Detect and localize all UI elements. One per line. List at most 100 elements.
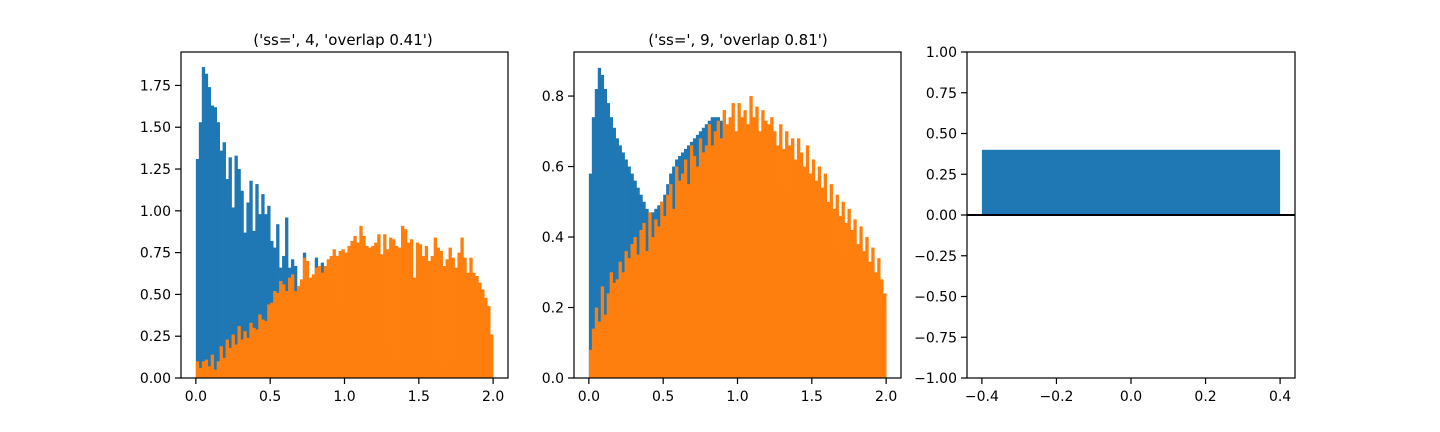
y-tick-label: 0.25	[140, 329, 171, 345]
histogram-bar	[261, 194, 265, 378]
histogram-bar	[231, 334, 235, 378]
histogram-bar	[252, 327, 256, 378]
histogram-bar	[237, 326, 241, 378]
histogram-bar	[642, 222, 646, 378]
histogram-bar	[686, 184, 691, 378]
histogram-bar	[234, 344, 238, 378]
y-tick-label: −0.50	[914, 290, 957, 306]
y-tick-label: 0.75	[140, 246, 171, 262]
histogram-bar	[210, 354, 215, 378]
y-tick-label: 1.00	[140, 204, 171, 220]
histogram-bar	[597, 67, 602, 378]
histogram-bar	[603, 314, 608, 378]
histogram-bar	[847, 208, 851, 378]
y-tick-label: 1.25	[140, 162, 171, 178]
histogram-bar	[457, 252, 461, 378]
histogram-bar	[225, 339, 229, 378]
histogram-bar	[666, 194, 670, 378]
y-tick-label: −0.25	[914, 249, 957, 265]
histogram-bar	[314, 267, 319, 378]
histogram-bar	[240, 339, 244, 378]
histogram-bar	[302, 257, 307, 378]
histogram-bar	[880, 279, 884, 378]
x-tick-label: 0.0	[1120, 389, 1142, 405]
histogram-bar	[767, 124, 771, 378]
series-1-bars	[588, 96, 887, 379]
histogram-panel-ss9: ('ss=', 9, 'overlap 0.81') 0.0 0.5 1.0 1.5 2…	[542, 31, 902, 405]
histogram-bar	[264, 321, 268, 378]
histogram-bar	[210, 105, 215, 378]
histogram-bar	[600, 74, 605, 378]
y-tick-label: −1.00	[914, 371, 957, 387]
histogram-bar	[201, 361, 206, 378]
histogram-bar	[469, 257, 473, 378]
histogram-bar	[681, 173, 685, 378]
histogram-bar	[213, 107, 218, 379]
histogram-bar	[436, 247, 440, 378]
histogram-bar	[817, 166, 822, 378]
histogram-bar	[332, 249, 336, 378]
y-tick-label: 0.2	[542, 301, 564, 317]
histogram-bar	[350, 240, 354, 378]
histogram-bar	[669, 184, 673, 378]
x-tick-label: 0.5	[259, 389, 281, 405]
histogram-bar	[484, 297, 488, 378]
histogram-bar	[844, 222, 848, 378]
histogram-bar	[734, 131, 738, 378]
histogram-bar	[219, 150, 223, 378]
histogram-bar	[746, 124, 750, 378]
histogram-bar	[788, 145, 792, 378]
histogram-bar	[755, 106, 759, 379]
histogram-bar	[273, 291, 277, 378]
histogram-bar	[258, 214, 262, 378]
histogram-bar	[427, 260, 432, 378]
histogram-bar	[621, 272, 625, 378]
histogram-bar	[347, 245, 351, 378]
x-tick-label: 1.5	[408, 389, 430, 405]
histogram-bar	[341, 249, 345, 378]
histogram-bar	[698, 138, 703, 378]
histogram-bar	[850, 229, 854, 378]
histogram-bar	[255, 184, 259, 378]
histogram-bar	[648, 212, 652, 378]
histogram-bar	[618, 261, 622, 378]
histogram-bar	[835, 194, 839, 378]
histogram-bar	[692, 155, 697, 378]
histogram-bar	[207, 366, 212, 378]
histogram-bar	[329, 255, 333, 378]
histogram-bar	[371, 245, 375, 378]
histogram-bar	[701, 152, 706, 378]
histogram-bar	[588, 173, 593, 378]
histogram-bar	[799, 152, 804, 378]
histogram-bar	[808, 173, 813, 378]
histogram-bar	[261, 319, 265, 378]
histogram-bar	[856, 244, 860, 378]
histogram-bar	[615, 279, 619, 378]
histogram-bar	[368, 247, 372, 378]
histogram-bar	[255, 329, 259, 378]
histogram-bar	[463, 257, 467, 378]
y-tick-label: 1.50	[140, 120, 171, 136]
histogram-bar	[383, 234, 387, 378]
histogram-bar	[356, 242, 360, 378]
histogram-bar	[448, 247, 452, 378]
x-tick-label: 0.5	[652, 389, 674, 405]
overlap-bar	[981, 149, 1281, 215]
histogram-bar	[246, 337, 250, 378]
histogram-bar	[770, 117, 774, 378]
y-tick-label: 0.00	[926, 208, 957, 224]
histogram-bar	[418, 244, 423, 378]
histogram-bar	[338, 250, 342, 378]
histogram-bar	[609, 272, 613, 378]
x-tick-label: 0.2	[1194, 389, 1216, 405]
histogram-bar	[335, 255, 339, 378]
histogram-bar	[779, 124, 783, 378]
histogram-bar	[865, 237, 869, 378]
histogram-bar	[216, 122, 220, 378]
histogram-bar	[663, 215, 667, 378]
histogram-bar	[716, 120, 721, 378]
histogram-bar	[216, 361, 220, 378]
histogram-bar	[624, 251, 628, 378]
histogram-bar	[689, 145, 694, 378]
